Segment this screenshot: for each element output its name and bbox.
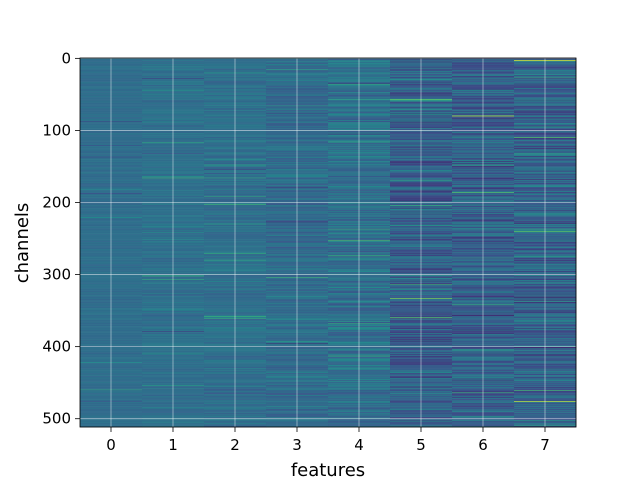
- x-tick-label: 3: [292, 436, 302, 454]
- y-axis-ticks: 0 100 200 300 400 500: [42, 49, 80, 428]
- axes-frame: [79, 57, 577, 428]
- x-tick-label: 5: [416, 436, 426, 454]
- x-tick-label: 2: [230, 436, 240, 454]
- x-tick-label: 7: [540, 436, 550, 454]
- grid-lines: [80, 57, 576, 427]
- y-tick-label: 200: [42, 194, 71, 212]
- x-axis-label: features: [291, 460, 365, 480]
- x-axis-ticks: 0 1 2 3 4 5 6 7: [106, 427, 550, 454]
- y-tick-label: 300: [42, 266, 71, 284]
- x-tick-label: 0: [106, 436, 116, 454]
- y-tick-label: 400: [42, 338, 71, 356]
- heatmap-cells: [80, 58, 577, 428]
- y-axis-label: channels: [12, 203, 33, 284]
- x-tick-label: 4: [354, 436, 364, 454]
- x-tick-label: 1: [168, 436, 178, 454]
- x-tick-label: 6: [478, 436, 488, 454]
- y-tick-label: 100: [42, 121, 71, 139]
- y-tick-label: 0: [61, 49, 71, 67]
- y-tick-label: 500: [42, 410, 71, 428]
